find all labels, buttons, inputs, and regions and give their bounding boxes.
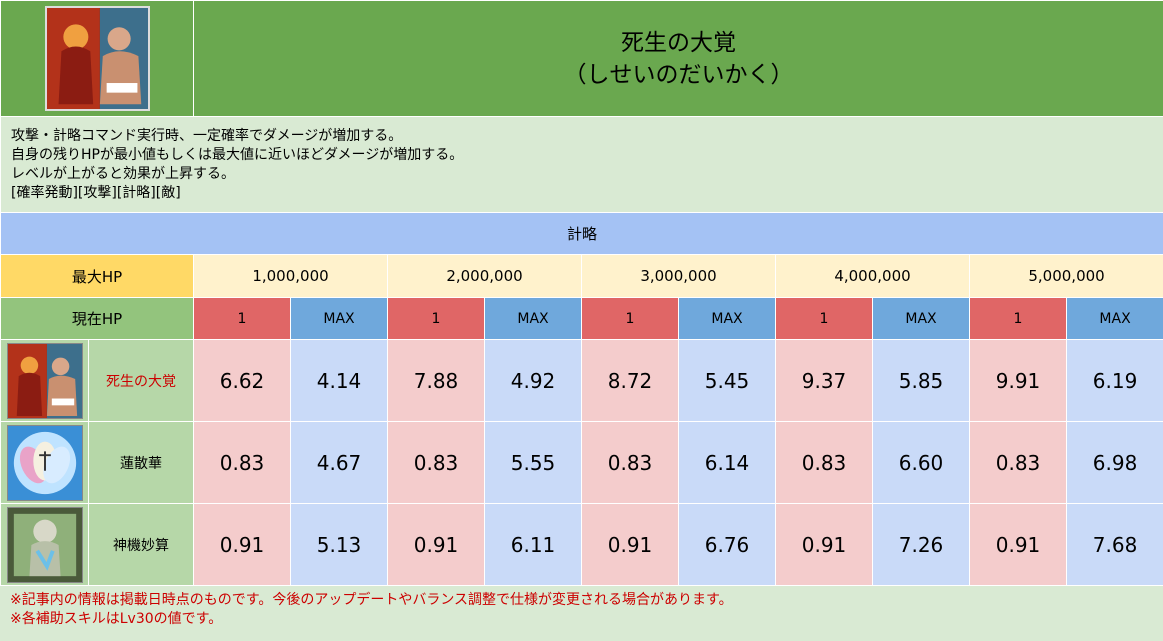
skill-icon-cell xyxy=(0,503,89,586)
skill-value-min: 0.83 xyxy=(775,421,873,504)
skill-value-max: 6.14 xyxy=(678,421,776,504)
current-hp-max: MAX xyxy=(872,297,970,340)
lotus-petals-icon xyxy=(6,424,83,501)
skill-value-min: 0.83 xyxy=(193,421,291,504)
skill-value-max: 4.92 xyxy=(484,339,582,422)
title-cell: 死生の大覚 （しせいのだいかく） xyxy=(192,0,1163,117)
skill-name: 蓮散華 xyxy=(88,421,194,504)
skill-value-max: 6.11 xyxy=(484,503,582,586)
skill-value-min: 7.88 xyxy=(387,339,485,422)
skill-name: 死生の大覚 xyxy=(88,339,194,422)
current-hp-min: 1 xyxy=(969,297,1067,340)
skill-value-min: 9.37 xyxy=(775,339,873,422)
skill-name: 神機妙算 xyxy=(88,503,194,586)
current-hp-max: MAX xyxy=(484,297,582,340)
skill-value-max: 6.98 xyxy=(1065,421,1163,504)
skill-icon-cell xyxy=(0,421,89,504)
current-hp-min: 1 xyxy=(581,297,679,340)
description-line: 自身の残りHPが最小値もしくは最大値に近いほどダメージが増加する。 xyxy=(11,146,464,163)
category-label: 計略 xyxy=(0,212,1163,255)
skill-value-min: 0.91 xyxy=(969,503,1067,586)
praying-hands-icon xyxy=(6,506,83,583)
description-line: レベルが上がると効果が上昇する。 xyxy=(11,165,235,182)
skill-value-max: 6.60 xyxy=(872,421,970,504)
skill-value-min: 0.83 xyxy=(581,421,679,504)
max-hp-value: 1,000,000 xyxy=(193,254,388,298)
max-hp-value: 2,000,000 xyxy=(387,254,582,298)
skill-value-max: 5.85 xyxy=(872,339,970,422)
skill-icon-cell xyxy=(0,339,89,422)
header-row: 死生の大覚 （しせいのだいかく） xyxy=(0,0,1163,117)
current-hp-label: 現在HP xyxy=(0,297,194,340)
skill-value-min: 0.83 xyxy=(969,421,1067,504)
max-hp-value: 5,000,000 xyxy=(968,254,1163,298)
footer-note: ※各補助スキルはLv30の値です。 xyxy=(10,611,223,627)
current-hp-min: 1 xyxy=(193,297,291,340)
current-hp-min: 1 xyxy=(775,297,873,340)
skill-row: 神機妙算 0.91 5.13 0.91 6.11 0.91 6.76 0.91 … xyxy=(0,503,1163,586)
skill-value-max: 7.68 xyxy=(1065,503,1163,586)
max-hp-label: 最大HP xyxy=(0,254,194,298)
samurai-wrestler-portrait-icon xyxy=(44,6,150,111)
footer-notes: ※記事内の情報は掲載日時点のものです。今後のアップデートやバランス調整で仕様が変… xyxy=(0,586,1163,634)
skill-table: 死生の大覚 （しせいのだいかく） 攻撃・計略コマンド実行時、一定確率でダメージが… xyxy=(0,0,1163,586)
skill-value-max: 4.67 xyxy=(290,421,388,504)
max-hp-row: 最大HP 1,000,000 2,000,000 3,000,000 4,000… xyxy=(0,254,1163,298)
skill-title: 死生の大覚 xyxy=(621,29,737,56)
skill-value-min: 0.91 xyxy=(581,503,679,586)
skill-value-min: 0.91 xyxy=(775,503,873,586)
samurai-wrestler-icon xyxy=(6,342,83,419)
current-hp-max: MAX xyxy=(1065,297,1163,340)
category-row: 計略 xyxy=(0,212,1163,255)
skill-value-max: 5.45 xyxy=(678,339,776,422)
skill-row: 蓮散華 0.83 4.67 0.83 5.55 0.83 6.14 0.83 6… xyxy=(0,421,1163,504)
skill-value-max: 6.76 xyxy=(678,503,776,586)
skill-value-max: 7.26 xyxy=(872,503,970,586)
skill-value-max: 5.55 xyxy=(484,421,582,504)
current-hp-min: 1 xyxy=(387,297,485,340)
max-hp-value: 4,000,000 xyxy=(775,254,970,298)
skill-value-min: 0.83 xyxy=(387,421,485,504)
skill-value-max: 4.14 xyxy=(290,339,388,422)
skill-value-min: 6.62 xyxy=(193,339,291,422)
footer-note: ※記事内の情報は掲載日時点のものです。今後のアップデートやバランス調整で仕様が変… xyxy=(10,592,733,608)
current-hp-max: MAX xyxy=(678,297,776,340)
current-hp-max: MAX xyxy=(290,297,388,340)
skill-value-max: 6.19 xyxy=(1065,339,1163,422)
skill-value-min: 0.91 xyxy=(193,503,291,586)
description-tags: [確率発動][攻撃][計略][敵] xyxy=(11,184,181,201)
max-hp-value: 3,000,000 xyxy=(581,254,776,298)
current-hp-row: 現在HP 1 MAX 1 MAX 1 MAX 1 MAX 1 MAX xyxy=(0,297,1163,340)
skill-value-min: 0.91 xyxy=(387,503,485,586)
skill-value-max: 5.13 xyxy=(290,503,388,586)
description-cell: 攻撃・計略コマンド実行時、一定確率でダメージが増加する。 自身の残りHPが最小値… xyxy=(0,116,1163,213)
header-icon-cell xyxy=(0,0,194,117)
skill-row: 死生の大覚 6.62 4.14 7.88 4.92 8.72 5.45 9.37… xyxy=(0,339,1163,422)
description-line: 攻撃・計略コマンド実行時、一定確率でダメージが増加する。 xyxy=(11,127,403,144)
skill-value-min: 8.72 xyxy=(581,339,679,422)
skill-value-min: 9.91 xyxy=(969,339,1067,422)
description-row: 攻撃・計略コマンド実行時、一定確率でダメージが増加する。 自身の残りHPが最小値… xyxy=(0,116,1163,213)
skill-reading: （しせいのだいかく） xyxy=(563,61,794,88)
